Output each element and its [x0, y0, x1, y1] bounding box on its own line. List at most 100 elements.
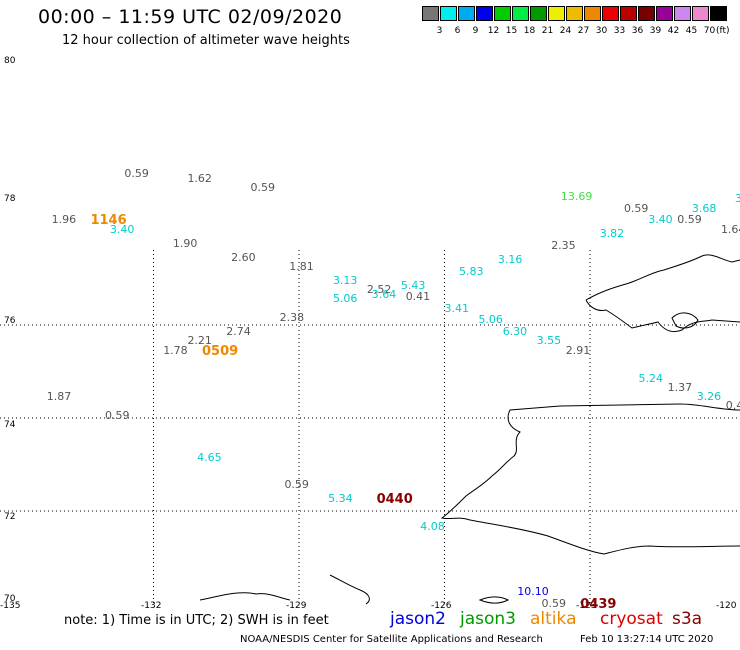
wave-height-label: 3.55 [536, 334, 562, 348]
latitude-label: 72 [4, 512, 16, 522]
page-subtitle: 12 hour collection of altimeter wave hei… [62, 33, 350, 48]
legend-label: 21 [541, 26, 554, 36]
legend-swatch [674, 6, 691, 21]
legend-unit: (ft) [716, 26, 730, 36]
legend-label: 30 [595, 26, 608, 36]
wave-height-label: 0.59 [105, 408, 130, 422]
legend-swatch [512, 6, 529, 21]
wave-height-label: 0.59 [284, 478, 309, 492]
wave-height-label: 1.78 [163, 343, 188, 357]
latitude-label: 74 [4, 420, 16, 430]
legend-swatch [602, 6, 619, 21]
latitude-label: 80 [4, 56, 16, 66]
latitude-label: 76 [4, 316, 16, 326]
wave-height-label: 2.91 [565, 343, 591, 357]
wave-height-label: 0439 [580, 597, 617, 613]
legend-swatch [494, 6, 511, 21]
legend-label: 9 [472, 26, 479, 36]
longitude-label: -129 [286, 601, 307, 611]
satellite-name: altika [530, 609, 577, 629]
wave-height-label: 1.96 [51, 213, 77, 227]
legend-label: 6 [454, 26, 461, 36]
wave-height-label: 13.69 [560, 190, 593, 204]
legend-label: 24 [559, 26, 572, 36]
wave-height-label: 1.90 [172, 236, 198, 250]
satellite-name: jason2 [390, 609, 446, 629]
wave-height-label: 3.26 [696, 390, 722, 404]
wave-height-label: 4.65 [197, 450, 222, 464]
wave-height-label: 3.40 [648, 213, 673, 227]
legend-label: 36 [631, 26, 644, 36]
legend-label: 12 [487, 26, 500, 36]
wave-height-label: 0.59 [623, 201, 649, 215]
wave-height-label: 5.83 [459, 264, 484, 278]
wave-height-label: 1.37 [667, 380, 693, 394]
wave-height-label: 4.08 [420, 520, 445, 534]
satellite-name: cryosat [600, 609, 663, 629]
wave-height-label: 2.52 [366, 283, 392, 297]
legend-swatch [566, 6, 583, 21]
longitude-label: -135 [0, 601, 21, 611]
legend-swatch [620, 6, 637, 21]
wave-height-label: 0.59 [124, 166, 149, 180]
wave-height-label: 5.43 [400, 278, 426, 292]
latitude-label: 78 [4, 194, 16, 204]
legend-swatch [692, 6, 709, 21]
wave-height-label: 3.40 [109, 222, 135, 236]
graticule [0, 250, 740, 604]
wave-height-label: 2.38 [279, 311, 305, 325]
wave-height-label: 5.24 [638, 371, 664, 385]
wave-height-label: 0.41 [405, 290, 431, 304]
wave-height-label: 2.35 [551, 238, 576, 252]
wave-height-label: 0509 [202, 343, 239, 359]
legend-swatch [458, 6, 475, 21]
coastline [199, 254, 740, 605]
wave-height-label: 0.59 [250, 180, 276, 194]
legend-label: 3 [436, 26, 443, 36]
satellite-name: jason3 [460, 609, 516, 629]
legend-swatch [548, 6, 565, 21]
generated-timestamp: Feb 10 13:27:14 UTC 2020 [580, 634, 714, 645]
wave-height-label: 5.34 [328, 492, 353, 506]
longitude-label: -126 [431, 601, 452, 611]
legend-swatch [638, 6, 655, 21]
wave-height-label: 0.59 [541, 597, 567, 611]
legend-swatch [440, 6, 457, 21]
wave-height-label: 3.68 [691, 201, 717, 215]
satellite-name: s3a [672, 609, 703, 629]
legend-label: 45 [685, 26, 698, 36]
wave-height-label: 1146 [90, 213, 127, 229]
legend-swatch [584, 6, 601, 21]
wave-height-label: 3.13 [332, 273, 358, 287]
wave-height-label: 1.81 [289, 259, 314, 273]
legend-swatch [476, 6, 493, 21]
wave-height-label: 0440 [376, 492, 413, 508]
legend-label: 27 [577, 26, 590, 36]
longitude-label: -120 [716, 601, 737, 611]
page-title: 00:00 – 11:59 UTC 02/09/2020 [38, 6, 343, 28]
credit-footer: NOAA/NESDIS Center for Satellite Applica… [240, 634, 543, 645]
wave-height-label: 3.2 [735, 192, 740, 206]
wave-height-label: 3.82 [599, 227, 625, 241]
legend-swatch [530, 6, 547, 21]
legend-label: 70 [703, 26, 716, 36]
wave-height-label: 1.62 [187, 171, 212, 185]
wave-height-label: 3.64 [371, 287, 397, 301]
wave-height-label: 6.30 [502, 325, 528, 338]
wave-height-label: 2.60 [231, 250, 256, 264]
wave-height-label: 0.59 [677, 213, 702, 227]
wave-height-label: 3.16 [497, 252, 523, 266]
wave-height-label: 10.10 [517, 585, 549, 599]
wave-height-label: 3.41 [444, 301, 470, 315]
latitude-label: 70 [4, 594, 16, 604]
wave-height-label: 0.41 [725, 399, 740, 413]
wave-height-label: 1.87 [46, 390, 72, 404]
wave-height-label: 2.74 [226, 325, 251, 338]
legend-label: 15 [505, 26, 518, 36]
footnote: note: 1) Time is in UTC; 2) SWH is in fe… [64, 613, 329, 628]
longitude-label: -132 [141, 601, 162, 611]
legend-swatch [710, 6, 727, 21]
legend-swatch [656, 6, 673, 21]
wave-height-label: 5.06 [332, 292, 358, 306]
